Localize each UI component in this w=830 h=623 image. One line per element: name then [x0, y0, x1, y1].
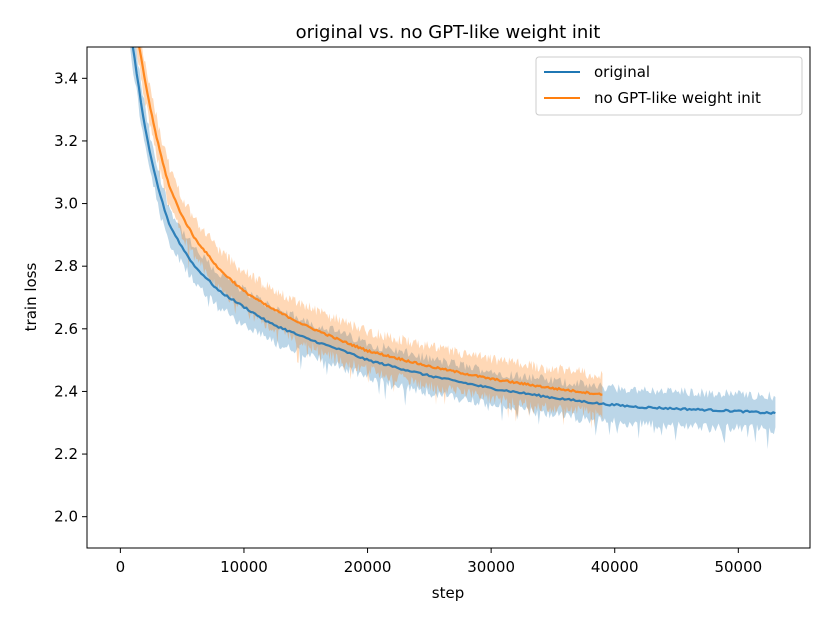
y-axis: 2.0 2.2 2.4 2.6 2.8 3.0 3.2 3.4 — [54, 69, 87, 526]
series-line-1 — [138, 47, 603, 396]
legend-label-original: original — [594, 63, 650, 81]
noise-bands — [130, 47, 776, 450]
y-tick-label: 2.2 — [54, 445, 78, 463]
legend-label-no-gpt-init: no GPT-like weight init — [594, 89, 761, 107]
y-tick-label: 2.6 — [54, 320, 78, 338]
plot-frame — [86, 46, 811, 549]
series-lines — [131, 47, 776, 415]
noise-band-1 — [136, 47, 603, 429]
x-tick-label: 0 — [116, 558, 126, 576]
y-tick-label: 2.0 — [54, 508, 78, 526]
x-tick-label: 20000 — [344, 558, 392, 576]
y-tick-label: 2.8 — [54, 257, 78, 275]
x-axis: 0 10000 20000 30000 40000 50000 — [116, 548, 762, 576]
y-tick-label: 3.2 — [54, 132, 78, 150]
x-tick-label: 30000 — [467, 558, 515, 576]
y-tick-label: 3.0 — [54, 195, 78, 213]
noise-band-0 — [130, 47, 776, 450]
series-line-0 — [131, 47, 776, 415]
x-tick-label: 40000 — [591, 558, 639, 576]
chart-title: original vs. no GPT-like weight init — [296, 22, 601, 43]
x-tick-label: 10000 — [220, 558, 268, 576]
legend-box — [535, 56, 803, 116]
y-tick-label: 3.4 — [54, 69, 78, 87]
x-tick-label: 50000 — [714, 558, 762, 576]
y-axis-label: train loss — [22, 262, 40, 331]
legend: original no GPT-like weight init — [535, 56, 803, 116]
x-axis-label: step — [432, 584, 464, 602]
y-tick-label: 2.4 — [54, 382, 78, 400]
